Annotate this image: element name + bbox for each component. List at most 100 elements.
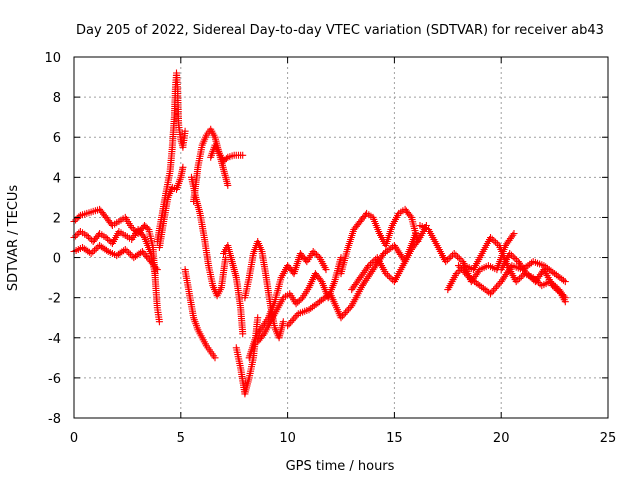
x-tick-label: 15: [386, 431, 403, 446]
data-point-trail: [143, 253, 151, 261]
data-point-trail: [461, 269, 469, 276]
data-point: [153, 266, 161, 274]
data-point-trail: [491, 285, 499, 292]
data-point-trail: [550, 283, 558, 291]
data-point-trail: [509, 231, 517, 239]
data-point: [254, 314, 262, 322]
y-tick-label: -4: [48, 332, 61, 347]
data-point-trail: [525, 271, 532, 279]
data-point-trail: [385, 273, 393, 281]
plot-frame: [73, 56, 609, 419]
data-point: [151, 270, 159, 278]
data-point-trail: [445, 254, 453, 262]
grid: [74, 57, 608, 418]
data-point-trail: [493, 283, 501, 291]
data-point-trail: [462, 270, 470, 278]
y-tick-label: -6: [48, 372, 61, 387]
data-point-trail: [92, 245, 100, 253]
data-point: [87, 250, 95, 257]
data-point-trail: [73, 214, 81, 222]
data-point-trail: [293, 311, 301, 319]
y-tick-label: 4: [53, 171, 61, 186]
data-point-trail: [72, 232, 80, 240]
chart-title: Day 205 of 2022, Sidereal Day-to-day VTE…: [76, 23, 604, 38]
data-point-trail: [123, 247, 131, 255]
data-point-trail: [522, 268, 530, 276]
data-point-trail: [513, 256, 521, 264]
data-points: [70, 69, 569, 398]
data-point: [284, 322, 292, 330]
data-point: [239, 330, 247, 338]
data-point: [322, 266, 330, 274]
data-point-trail: [384, 271, 392, 279]
series-track-a: [70, 205, 163, 326]
data-point-trail: [509, 253, 517, 261]
data-point-trail: [73, 231, 81, 238]
data-point-trail: [516, 274, 524, 282]
data-point: [523, 270, 531, 278]
data-point: [510, 230, 518, 237]
y-tick-label: 10: [44, 51, 61, 66]
x-tick-label: 0: [70, 431, 78, 446]
y-tick-label: 0: [53, 252, 61, 267]
data-point: [121, 246, 129, 253]
y-tick-label: 6: [53, 131, 61, 146]
data-point-trail: [514, 276, 522, 284]
data-point-trail: [144, 254, 152, 262]
data-point-trail: [285, 320, 293, 328]
tick-labels: 0 5 10 15 20 25 -8 -6 -4 -2 0 2 4 6 8 10: [44, 51, 616, 446]
data-point: [102, 234, 110, 241]
data-point-trail: [517, 273, 525, 281]
data-point-trail: [368, 258, 376, 266]
data-point-trail: [508, 251, 515, 259]
series-track-k: [232, 314, 262, 398]
series-track-j: [220, 242, 247, 338]
data-point-trail: [288, 317, 296, 325]
data-point: [337, 314, 345, 322]
data-point-trail: [552, 285, 560, 293]
series-track-d: [153, 69, 189, 245]
data-point-trail: [295, 297, 303, 305]
data-point: [512, 278, 520, 286]
y-tick-label: -2: [48, 292, 61, 307]
data-point: [239, 151, 247, 159]
data-point-trail: [406, 212, 414, 220]
data-point: [128, 224, 136, 231]
data-point-trail: [511, 254, 519, 262]
data-point-trail: [143, 224, 151, 232]
series-track-i: [207, 141, 247, 165]
data-point-trail: [75, 213, 83, 221]
data-point-trail: [312, 251, 320, 258]
series-track-q: [348, 222, 430, 294]
data-point-trail: [343, 307, 351, 315]
data-point-trail: [488, 235, 496, 243]
data-point: [155, 318, 163, 326]
y-axis-label: SDTVAR / TECUs: [6, 185, 21, 292]
data-point: [279, 318, 287, 326]
data-point-trail: [294, 298, 302, 306]
data-point-trail: [554, 286, 562, 294]
data-point: [455, 262, 462, 270]
data-point-trail: [367, 260, 374, 268]
data-point: [337, 254, 345, 262]
data-point: [83, 232, 91, 239]
data-point: [561, 298, 569, 306]
series-track-e: [155, 163, 187, 251]
data-point-trail: [456, 263, 464, 271]
x-tick-label: 20: [493, 431, 510, 446]
series-track-p: [337, 205, 422, 278]
data-point-trail: [311, 249, 319, 257]
data-point: [561, 278, 569, 286]
series-track-m: [245, 248, 330, 362]
data-point-trail: [340, 310, 348, 318]
data-point-trail: [346, 303, 354, 311]
series-track-c: [70, 242, 161, 274]
data-point-trail: [492, 238, 500, 246]
data-point-trail: [415, 235, 423, 243]
data-point-trail: [152, 264, 160, 272]
data-point-trail: [488, 288, 496, 296]
y-tick-label: 2: [53, 211, 61, 226]
series-track-n: [254, 254, 345, 346]
data-point: [224, 181, 232, 189]
data-point-trail: [455, 254, 463, 262]
